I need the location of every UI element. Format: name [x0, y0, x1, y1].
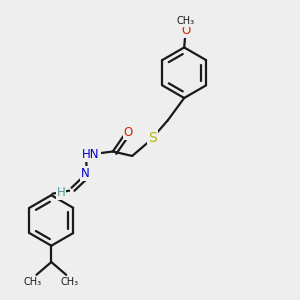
Text: O: O [181, 24, 190, 37]
Text: O: O [124, 126, 133, 139]
Text: S: S [148, 131, 157, 145]
Text: HN: HN [82, 148, 100, 161]
Text: CH₃: CH₃ [177, 16, 195, 26]
Text: CH₃: CH₃ [23, 277, 42, 287]
Text: N: N [81, 167, 90, 180]
Text: CH₃: CH₃ [61, 277, 79, 287]
Text: H: H [56, 186, 65, 199]
